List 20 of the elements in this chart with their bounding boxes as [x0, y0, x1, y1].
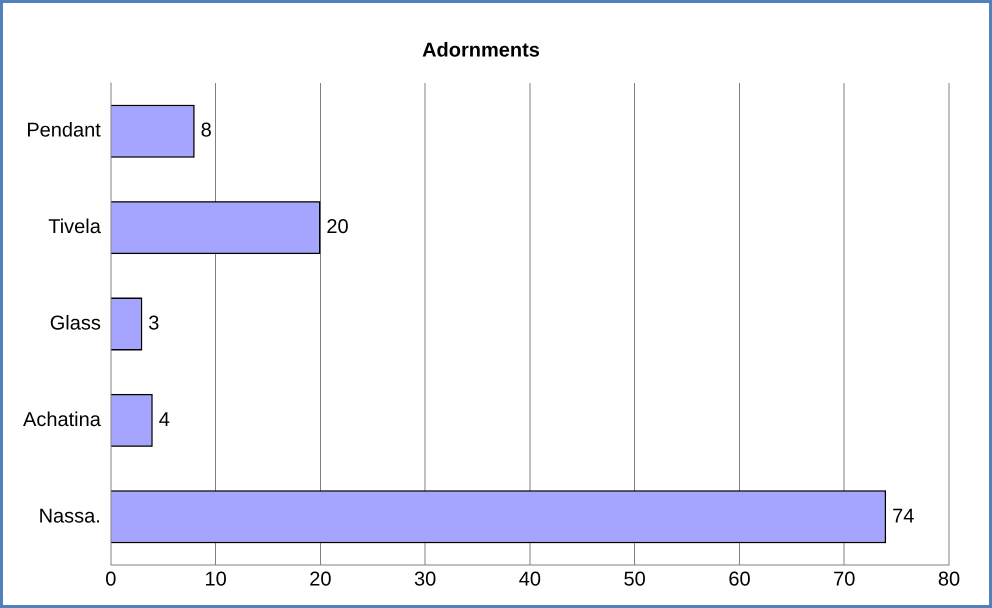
y-tick-label: Nassa.: [38, 505, 101, 528]
chart-title: Adornments: [422, 40, 540, 62]
data-label: 4: [158, 408, 170, 431]
y-tick-label: Tivela: [48, 216, 102, 238]
x-tick-label: 20: [309, 568, 332, 591]
x-tick-label: 50: [624, 568, 646, 591]
x-tick-label: 40: [518, 568, 542, 591]
x-tick-label: 70: [833, 568, 856, 591]
data-label: 8: [200, 120, 212, 142]
x-tick-label: 30: [414, 568, 436, 591]
x-tick-label: 10: [204, 568, 227, 591]
y-tick-label: Pendant: [26, 120, 102, 142]
y-tick-label: Glass: [50, 312, 101, 335]
x-tick-label: 60: [728, 568, 751, 591]
data-label: 3: [148, 312, 160, 335]
data-label: 74: [892, 505, 914, 528]
data-label: 20: [326, 216, 349, 238]
x-tick-label: 0: [105, 568, 116, 591]
y-tick-label: Achatina: [22, 408, 102, 431]
x-tick-label: 80: [938, 568, 960, 591]
